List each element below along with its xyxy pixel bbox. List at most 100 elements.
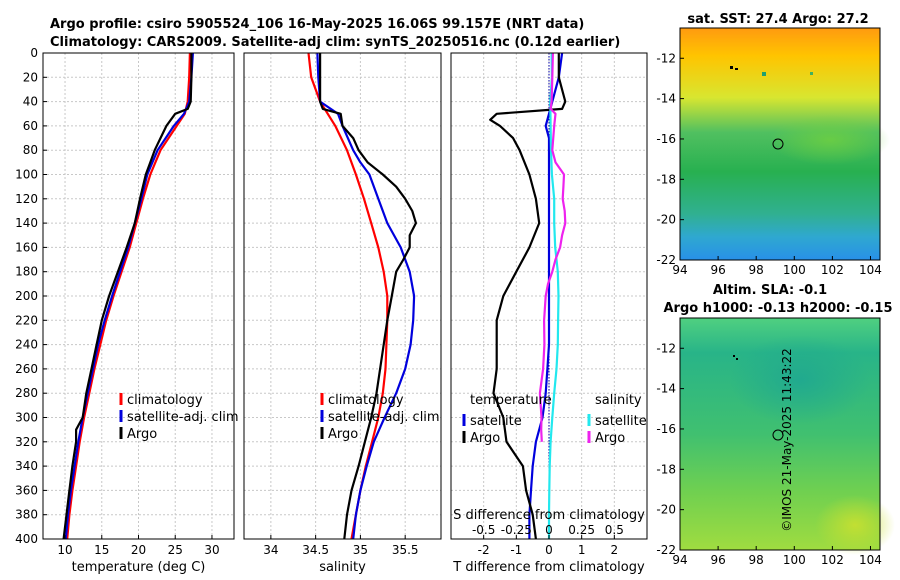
salinity-panel: 34 34.5 35 35.5 salinity climatology satellite…	[243, 52, 442, 575]
sst-map-pixel	[810, 72, 813, 75]
legend-label: satellite-adj. clim	[328, 410, 440, 425]
x-tick-label: 34	[263, 543, 278, 557]
x-tick-label: 35	[353, 543, 368, 557]
s-tick-label: -0.25	[501, 523, 532, 537]
y-tick-label: 280	[15, 386, 38, 400]
series-line-t-argo	[489, 53, 567, 540]
difference-panel: -2 -1 0 1 2 T difference from climatology S di…	[450, 52, 648, 575]
x-axis-label: T difference from climatology	[452, 560, 645, 575]
series-line-argo	[319, 53, 417, 540]
y-tick-label: 200	[15, 289, 38, 303]
sst-map-pixel	[762, 72, 766, 76]
y-tick-label: 400	[15, 532, 38, 546]
sla-map-low-anomaly	[730, 335, 870, 425]
map-y-tick-label: -20	[656, 503, 676, 517]
y-tick-label: 160	[15, 240, 38, 254]
figure-title-line2: Climatology: CARS2009. Satellite-adj cli…	[50, 35, 620, 50]
sst-map-title: sat. SST: 27.4 Argo: 27.2	[687, 12, 868, 27]
x-tick-label: 30	[204, 543, 219, 557]
legend-label: climatology	[127, 393, 203, 408]
legend-label: Argo	[595, 431, 625, 446]
y-tick-label: 60	[23, 119, 38, 133]
sla-map-profile-marker	[772, 429, 784, 441]
legend-label: satellite	[595, 414, 647, 429]
map-y-tick-label: -18	[656, 172, 676, 186]
y-tick-label: 180	[15, 265, 38, 279]
series-line-climatology	[307, 52, 389, 540]
legend-label: Argo	[470, 431, 500, 446]
legend-label: climatology	[328, 393, 404, 408]
legend-label: satellite-adj. clim	[127, 410, 239, 425]
sst-map-axes: 94 96 98 100 102 104 -12 -14 -16 -18 -20 -22	[656, 51, 882, 277]
legend-label: Argo	[328, 427, 358, 442]
x-tick-label: 0	[545, 543, 553, 557]
y-tick-label: 340	[15, 459, 38, 473]
figure-title-line1: Argo profile: csiro 5905524_106 16-May-2…	[50, 17, 584, 32]
sst-map-frame	[679, 27, 881, 261]
map-x-tick-label: 98	[749, 263, 764, 277]
y-tick-label: 380	[15, 508, 38, 522]
map-y-tick-label: -12	[656, 51, 676, 65]
map-x-tick-label: 96	[710, 263, 725, 277]
map-x-tick-label: 104	[859, 553, 882, 567]
sla-map-island	[736, 358, 738, 360]
sla-map-frame	[679, 317, 881, 551]
s-tick-label: 0	[545, 523, 553, 537]
sst-map-island	[735, 68, 738, 70]
x-tick-label: 2	[611, 543, 619, 557]
map-y-tick-label: -20	[656, 213, 676, 227]
map-x-tick-label: 100	[783, 553, 806, 567]
x-tick-label: -2	[478, 543, 490, 557]
sla-map-island	[733, 355, 735, 357]
map-y-tick-label: -14	[656, 382, 676, 396]
s-tick-label: 0.5	[605, 523, 624, 537]
series-line-s-satellite	[547, 52, 560, 539]
y-tick-label: 40	[23, 95, 38, 109]
map-x-tick-label: 104	[859, 263, 882, 277]
x-axis-label: temperature (deg C)	[72, 560, 206, 575]
y-tick-label: 300	[15, 411, 38, 425]
map-y-tick-label: -18	[656, 462, 676, 476]
y-tick-label: 140	[15, 216, 38, 230]
sst-map-island	[730, 66, 733, 69]
temperature-panel: 10 15 20 25 30 temperature (deg C) 0 20 40 60 80 10…	[15, 46, 239, 575]
x-tick-label: 1	[578, 543, 586, 557]
y-tick-label: 240	[15, 338, 38, 352]
map-y-tick-label: -12	[656, 341, 676, 355]
legend-label: satellite	[470, 414, 522, 429]
y-tick-label: 360	[15, 483, 38, 497]
y-tick-label: 100	[15, 168, 38, 182]
map-y-tick-label: -16	[656, 422, 676, 436]
map-x-tick-label: 98	[749, 553, 764, 567]
map-y-tick-label: -22	[656, 543, 676, 557]
x-tick-label: -1	[510, 543, 522, 557]
sst-map-warm-patch	[770, 115, 890, 165]
map-x-tick-label: 94	[672, 553, 687, 567]
y-tick-label: 0	[30, 46, 38, 60]
sla-map-subtitle: Argo h1000: -0.13 h2000: -0.15	[663, 301, 892, 316]
y-tick-label: 220	[15, 313, 38, 327]
y-tick-label: 20	[23, 70, 38, 84]
credit-text: ©IMOS 21-May-2025 11:43:22	[780, 348, 794, 532]
x-tick-label: 25	[168, 543, 183, 557]
s-tick-label: -0.5	[472, 523, 495, 537]
y-tick-label: 120	[15, 192, 38, 206]
series-line-climatology	[66, 52, 191, 540]
series-line-s-argo	[538, 52, 567, 442]
series-line-argo	[62, 53, 193, 540]
map-x-tick-label: 96	[710, 553, 725, 567]
map-x-tick-label: 102	[821, 553, 844, 567]
map-x-tick-label: 102	[821, 263, 844, 277]
s-tick-label: 0.25	[568, 523, 595, 537]
sla-map-title: Altim. SLA: -0.1	[713, 283, 827, 298]
sla-map-high-anomaly	[815, 495, 895, 555]
x-tick-label: 10	[57, 543, 72, 557]
legend-label: Argo	[127, 427, 157, 442]
y-tick-label: 320	[15, 435, 38, 449]
sla-map	[679, 317, 895, 555]
legend-title-temperature: temperature	[470, 393, 552, 408]
y-tick-label: 260	[15, 362, 38, 376]
s-axis-label: S difference from climatology	[453, 508, 645, 523]
map-y-tick-label: -22	[656, 253, 676, 267]
x-axis-label: salinity	[319, 560, 366, 575]
